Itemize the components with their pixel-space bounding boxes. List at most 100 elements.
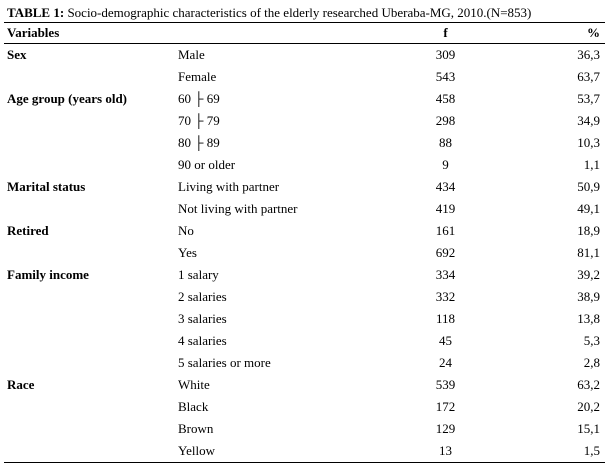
row-variable-cell <box>4 66 173 88</box>
row-percent-cell: 39,2 <box>577 267 600 282</box>
row-percent-cell: 13,8 <box>577 311 600 326</box>
row-frequency-cell: 434 <box>435 179 456 194</box>
row-category-cell: 2 salaries <box>178 289 227 304</box>
row-category-cell: No <box>178 223 194 238</box>
row-variable-cell <box>4 110 173 132</box>
row-variable-cell <box>4 352 173 374</box>
row-frequency-cell: 298 <box>435 113 456 128</box>
row-percent-cell: 49,1 <box>577 201 600 216</box>
row-variable-cell: Marital status <box>7 179 86 194</box>
row-category-cell: 90 or older <box>178 157 236 172</box>
row-variable-cell <box>4 154 173 176</box>
header-category <box>173 22 408 44</box>
row-frequency-cell: 543 <box>435 69 456 84</box>
row-frequency-cell: 419 <box>435 201 456 216</box>
row-frequency-cell: 118 <box>435 311 456 326</box>
row-category-cell: Male <box>178 47 205 62</box>
row-percent-cell: 20,2 <box>577 399 600 414</box>
header-variables: Variables <box>4 22 173 44</box>
header-row: Variables f % <box>4 22 605 44</box>
row-variable-cell <box>4 418 173 440</box>
row-category-cell: 5 salaries or more <box>178 355 271 370</box>
row-variable-cell <box>4 396 173 418</box>
row-category-cell: 3 salaries <box>178 311 227 326</box>
row-percent-cell: 5,3 <box>583 333 600 348</box>
row-category-cell: 80 ├ 89 <box>178 135 220 150</box>
row-percent-cell: 1,5 <box>483 440 605 463</box>
table-header: Variables f % <box>4 22 605 44</box>
row-percent-cell: 50,9 <box>577 179 600 194</box>
row-percent-cell: 63,7 <box>577 69 600 84</box>
row-variable-cell: Age group (years old) <box>7 91 128 106</box>
sociodemographic-table: Variables f % Sex Male 309 36,3 Female 543 63,… <box>4 22 605 463</box>
table-row: Family income 1 salary 334 39,2 <box>4 264 605 286</box>
row-frequency-cell: 458 <box>435 91 456 106</box>
row-percent-cell: 1,1 <box>583 157 600 172</box>
row-category-cell: Brown <box>178 421 214 436</box>
row-variable-cell: Sex <box>7 47 27 62</box>
table-caption-text: Socio-demographic characteristics of the… <box>64 5 532 20</box>
table-row: 90 or older 9 1,1 <box>4 154 605 176</box>
row-percent-cell: 53,7 <box>577 91 600 106</box>
row-category-cell: Not living with partner <box>178 201 298 216</box>
row-frequency-cell: 161 <box>435 223 456 238</box>
row-category-cell: 70 ├ 79 <box>178 113 220 128</box>
header-frequency: f <box>408 22 483 44</box>
row-frequency-cell: 692 <box>435 245 456 260</box>
row-percent-cell: 18,9 <box>577 223 600 238</box>
row-frequency-cell: 129 <box>435 421 456 436</box>
row-frequency-cell: 309 <box>435 47 456 62</box>
table-row: 70 ├ 79 298 34,9 <box>4 110 605 132</box>
row-frequency-cell: 172 <box>435 399 456 414</box>
table-row: Race White 539 63,2 <box>4 374 605 396</box>
row-variable-cell <box>4 440 173 463</box>
table-row: 5 salaries or more 24 2,8 <box>4 352 605 374</box>
row-variable-cell <box>4 308 173 330</box>
row-percent-cell: 10,3 <box>577 135 600 150</box>
row-category-cell: Black <box>178 399 209 414</box>
row-frequency-cell: 9 <box>442 157 449 172</box>
row-variable-cell <box>4 286 173 308</box>
row-percent-cell: 63,2 <box>577 377 600 392</box>
row-variable-cell: Retired <box>7 223 49 238</box>
table-body: Sex Male 309 36,3 Female 543 63,7 Age group (ye… <box>4 44 605 463</box>
row-variable-cell <box>4 132 173 154</box>
row-frequency-cell: 45 <box>439 333 452 348</box>
row-category-cell: White <box>178 377 210 392</box>
header-percent: % <box>483 22 605 44</box>
table-row: Age group (years old) 60 ├ 69 458 53,7 <box>4 88 605 110</box>
row-frequency-cell: 332 <box>435 289 456 304</box>
row-variable-cell: Race <box>7 377 35 392</box>
row-frequency-cell: 24 <box>439 355 452 370</box>
row-category-cell: 60 ├ 69 <box>178 91 220 106</box>
row-percent-cell: 36,3 <box>577 47 600 62</box>
row-percent-cell: 38,9 <box>577 289 600 304</box>
table-caption: TABLE 1: Socio-demographic characteristi… <box>7 3 603 22</box>
row-category-cell: Yes <box>178 245 197 260</box>
table-row: 3 salaries 118 13,8 <box>4 308 605 330</box>
row-percent-cell: 15,1 <box>577 421 600 436</box>
table-row: Yellow 13 1,5 <box>4 440 605 463</box>
row-category-cell: 4 salaries <box>178 333 227 348</box>
table-row: Marital status Living with partner 434 50,9 <box>4 176 605 198</box>
table-row: 80 ├ 89 88 10,3 <box>4 132 605 154</box>
row-variable-cell <box>4 198 173 220</box>
table-row: Sex Male 309 36,3 <box>4 44 605 67</box>
table-row: 4 salaries 45 5,3 <box>4 330 605 352</box>
row-variable-cell: Family income <box>7 267 89 282</box>
table-row: Black 172 20,2 <box>4 396 605 418</box>
row-category-cell: Female <box>178 69 217 84</box>
row-category-cell: Living with partner <box>178 179 280 194</box>
row-frequency-cell: 13 <box>408 440 483 463</box>
row-category-cell: 1 salary <box>178 267 219 282</box>
row-frequency-cell: 88 <box>439 135 452 150</box>
row-variable-cell <box>4 242 173 264</box>
table-caption-label: TABLE 1: <box>7 5 65 20</box>
row-percent-cell: 2,8 <box>583 355 600 370</box>
table-row: Brown 129 15,1 <box>4 418 605 440</box>
row-percent-cell: 81,1 <box>577 245 600 260</box>
row-variable-cell <box>4 330 173 352</box>
table-row: Yes 692 81,1 <box>4 242 605 264</box>
row-percent-cell: 34,9 <box>577 113 600 128</box>
row-frequency-cell: 334 <box>435 267 456 282</box>
